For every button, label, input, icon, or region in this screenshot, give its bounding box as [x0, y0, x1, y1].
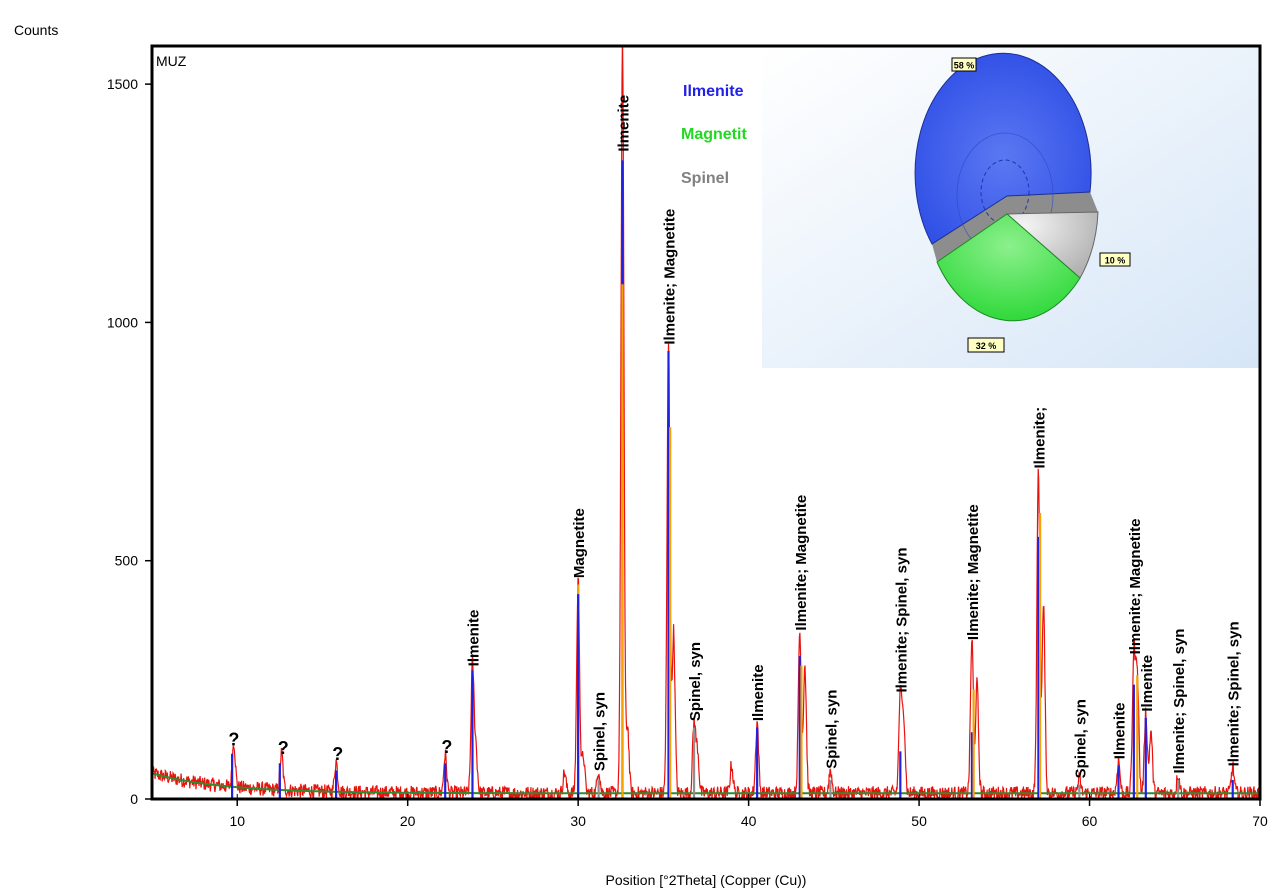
x-tick-label: 40: [741, 813, 757, 829]
y-tick-label: 1500: [107, 76, 138, 92]
plot-frame: [150, 44, 1262, 801]
unknown-peak-label: ?: [332, 744, 343, 764]
axis-ticks: 10 20 30 40 50 60 70 0 500 1000 1500: [107, 76, 1268, 829]
peak-label: Ilmenite; Magnetite: [965, 504, 982, 640]
peak-label: Ilmenite: [465, 610, 482, 667]
legend-ilmenite: Ilmenite: [683, 83, 744, 100]
peak-label: Spinel, syn: [592, 692, 609, 771]
pie-label-magnetite: 32 %: [976, 341, 997, 351]
pie-label-box: [1099, 252, 1131, 267]
unknown-peak-label: ?: [228, 730, 239, 750]
peak-label: Ilmenite; Spinel, syn: [893, 547, 910, 692]
pie-label-box: [967, 337, 1005, 353]
pie-slice-depth: [932, 192, 1098, 262]
y-tick-label: 0: [130, 791, 138, 807]
y-tick-label: 1000: [107, 314, 138, 330]
x-tick-label: 50: [911, 813, 927, 829]
peak-label: Magnetite: [571, 508, 588, 578]
x-tick-label: 20: [400, 813, 416, 829]
peak-label: Ilmenite; Magnetite: [793, 495, 810, 631]
pie-slice-ilmenite: [914, 52, 1092, 245]
pie-label-spinel: 10 %: [1105, 256, 1126, 266]
peak-label: Ilmenite: [1139, 655, 1156, 712]
x-tick-label: 70: [1252, 813, 1268, 829]
peak-annotations: ??? ? Ilmenite Magnetite Spinel, syn Ilmenite…: [228, 95, 1242, 778]
pie-label-box: [951, 57, 977, 72]
peak-label: Spinel, syn: [1072, 699, 1089, 778]
pie-slice-magnetite: [936, 213, 1081, 322]
peak-label: Ilmenite; Spinel, syn: [1226, 621, 1243, 766]
y-axis-title: Counts: [14, 22, 58, 38]
x-tick-label: 10: [229, 813, 245, 829]
x-axis-title: Position [°2Theta] (Copper (Cu)): [606, 872, 807, 888]
peak-label: Ilmenite; Magnetite: [661, 209, 678, 345]
peak-label: Ilmenite;: [1031, 407, 1048, 469]
peak-label: Ilmenite: [1112, 703, 1129, 760]
plot-area: [152, 46, 1260, 799]
peak-label: Ilmenite: [615, 95, 632, 152]
peak-label: Ilmenite; Spinel, syn: [1171, 629, 1188, 774]
peak-label: Ilmenite; Magnetite: [1127, 519, 1144, 655]
inset-pie-chart: 58 % 10 % 32 %: [914, 52, 1131, 353]
peak-label: Spinel, syn: [687, 642, 704, 721]
x-tick-label: 30: [570, 813, 586, 829]
legend-spinel: Spinel: [681, 170, 729, 187]
sample-label: MUZ: [156, 53, 187, 69]
x-tick-label: 60: [1082, 813, 1098, 829]
peak-label: Spinel, syn: [823, 690, 840, 769]
unknown-peak-label: ?: [441, 737, 452, 757]
y-tick-label: 500: [115, 553, 139, 569]
pie-label-ilmenite: 58 %: [954, 61, 975, 71]
peak-label: Ilmenite: [750, 664, 767, 721]
unknown-peak-label: ?: [278, 738, 289, 758]
legend-magnetite: Magnetit: [681, 126, 747, 143]
